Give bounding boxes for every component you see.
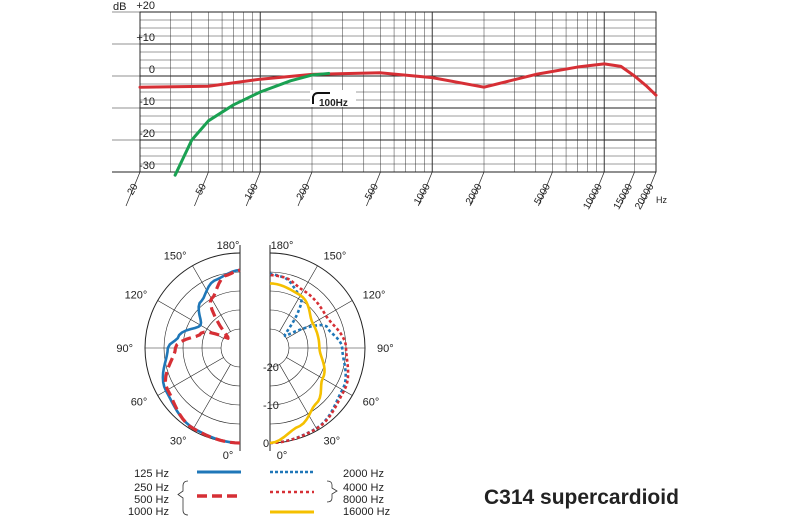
legend-label-250: 250 Hz xyxy=(134,482,169,494)
x-tick-label: 2000 xyxy=(464,182,485,207)
x-tick-label: 20000 xyxy=(633,182,657,212)
chart-caption: C314 supercardioid xyxy=(484,486,679,509)
polar-series xyxy=(161,268,350,445)
x-tick-mark xyxy=(245,171,261,207)
polar-angle-label: 90° xyxy=(116,343,133,355)
x-tick-mark xyxy=(469,171,485,207)
y-tick-label: -20 xyxy=(139,128,155,140)
polar-ring xyxy=(269,328,290,368)
legend-label-16000: 16000 Hz xyxy=(343,506,390,518)
polar-angle-label: 30° xyxy=(324,436,341,448)
x-tick-label: 20 xyxy=(126,182,141,198)
legend: 125 Hz 250 Hz 500 Hz 1000 Hz 2000 Hz 400… xyxy=(128,468,390,518)
polar-radial-label: 0 xyxy=(263,438,269,450)
x-tick-label: 15000 xyxy=(612,182,636,212)
plot-frame xyxy=(139,11,657,173)
polar-grid xyxy=(144,245,366,451)
x-tick-label: 1000 xyxy=(412,182,433,207)
annotation-text: 100Hz xyxy=(319,98,348,109)
x-tick-mark xyxy=(641,171,657,207)
polar-curve xyxy=(269,282,326,445)
x-tick-mark xyxy=(366,171,381,207)
x-tick-label: 100 xyxy=(243,182,261,202)
legend-brace-right xyxy=(326,480,338,503)
polar-curve xyxy=(163,268,241,445)
x-tick-label: 10000 xyxy=(581,182,605,212)
y-tick-label: -30 xyxy=(139,160,155,172)
frequency-series xyxy=(138,62,658,177)
highpass-icon xyxy=(312,92,330,104)
polar-angle-label: 120° xyxy=(125,290,148,302)
highpass-annotation: 100Hz xyxy=(310,90,356,109)
x-tick-mark xyxy=(194,171,209,207)
legend-label-125: 125 Hz xyxy=(134,468,169,480)
x-tick-mark xyxy=(538,171,553,207)
polar-angle-label: 180° xyxy=(271,240,294,252)
polar-angle-label: 60° xyxy=(131,397,148,409)
polar-angle-label: 150° xyxy=(164,250,187,262)
highpass-curve xyxy=(173,71,331,177)
polar-angle-label: 60° xyxy=(363,397,380,409)
polar-curve xyxy=(269,273,350,445)
x-tick-mark xyxy=(620,171,635,207)
legend-label-8000: 8000 Hz xyxy=(343,494,384,506)
frequency-response-chart: +20 +10 0 -10 -20 -30 20 50 100 200 500 1000 2000 50… xyxy=(112,0,667,212)
polar-spoke xyxy=(286,357,353,396)
legend-label-1000: 1000 Hz xyxy=(128,506,169,518)
x-tick-mark xyxy=(589,171,605,207)
y-tick-label: 0 xyxy=(149,64,155,76)
x-tick-label: 200 xyxy=(295,182,313,202)
y-tick-label: +10 xyxy=(136,32,155,44)
y-tick-label: +20 xyxy=(136,0,155,12)
y-tick-labels: +20 +10 0 -10 -20 -30 xyxy=(112,0,155,173)
x-tick-label: 50 xyxy=(194,182,209,198)
polar-pattern-chart: 0° 0° 30° 30° 60° 60° 90° 90° 120° 120° 150° 150° 18… xyxy=(116,240,393,462)
polar-angle-label: 120° xyxy=(363,290,386,302)
legend-label-4000: 4000 Hz xyxy=(343,482,384,494)
polar-spoke xyxy=(279,265,318,332)
polar-ring xyxy=(220,328,241,368)
x-tick-label: 500 xyxy=(363,182,381,202)
response-curve xyxy=(138,62,658,97)
x-axis-label: Hz xyxy=(656,195,667,205)
polar-radial-label: -20 xyxy=(263,362,279,374)
polar-labels: 0° 0° 30° 30° 60° 60° 90° 90° 120° 120° 150° 150° 18… xyxy=(116,240,393,462)
x-tick-label: 5000 xyxy=(532,182,553,207)
x-tick-mark xyxy=(417,171,433,207)
legend-label-500: 500 Hz xyxy=(134,494,169,506)
polar-angle-label: 0° xyxy=(223,450,234,462)
polar-spoke xyxy=(286,300,353,339)
x-tick-mark xyxy=(297,171,313,207)
frequency-grid xyxy=(112,11,657,173)
x-tick-mark xyxy=(125,171,141,207)
polar-spoke xyxy=(279,364,318,431)
polar-angle-label: 180° xyxy=(217,240,240,252)
polar-spoke xyxy=(192,364,231,431)
y-axis-label: dB xyxy=(113,1,126,13)
y-tick-label: -10 xyxy=(139,96,155,108)
polar-angle-label: 90° xyxy=(377,343,394,355)
polar-angle-label: 30° xyxy=(170,436,187,448)
polar-angle-label: 0° xyxy=(277,450,288,462)
legend-brace-left xyxy=(177,480,189,516)
polar-angle-label: 150° xyxy=(324,250,347,262)
legend-label-2000: 2000 Hz xyxy=(343,468,384,480)
polar-radial-label: -10 xyxy=(263,400,279,412)
annotation-box xyxy=(310,90,356,107)
